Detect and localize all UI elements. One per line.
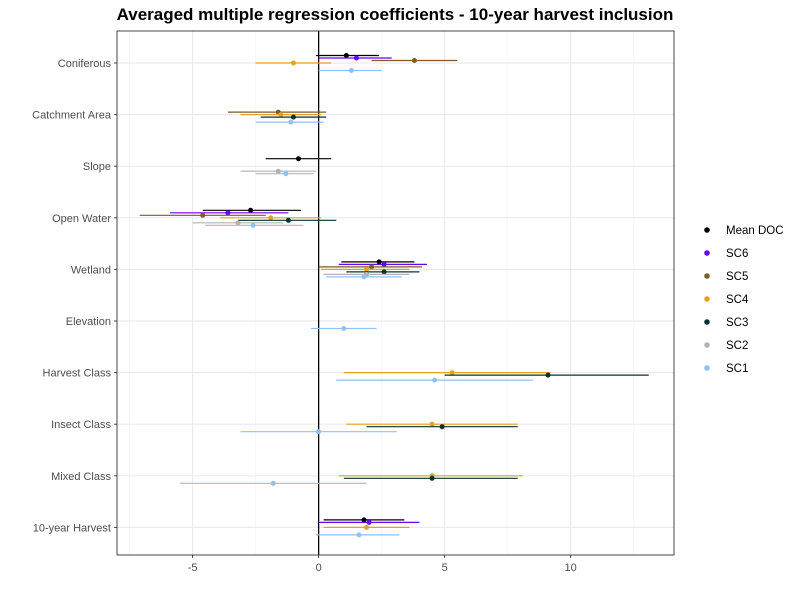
data-point: [364, 524, 370, 530]
y-tick-label: Slope: [83, 161, 111, 173]
panel-background: [117, 31, 674, 555]
data-point: [439, 424, 445, 430]
legend-key: [704, 296, 710, 302]
data-point: [361, 274, 367, 280]
legend-label: Mean DOC: [726, 225, 784, 237]
data-point: [285, 217, 291, 223]
y-tick-label: Elevation: [66, 316, 111, 328]
y-tick-label: Coniferous: [58, 58, 112, 70]
plot-area: Coniferous Catchment Area Slope Open Water W…: [32, 30, 675, 574]
data-point: [200, 212, 206, 218]
data-point: [376, 259, 382, 265]
data-point: [381, 269, 387, 275]
data-point: [381, 261, 387, 267]
data-point: [278, 112, 284, 118]
data-point: [366, 519, 372, 525]
x-tick-label: 10: [565, 562, 577, 574]
data-point: [545, 372, 551, 378]
legend-key: [704, 250, 710, 256]
data-point: [348, 68, 354, 73]
data-point: [288, 119, 294, 125]
y-tick-label: Insect Class: [51, 419, 111, 431]
data-point: [429, 421, 435, 427]
legend-key: [704, 365, 710, 371]
data-point: [356, 532, 362, 538]
data-point: [290, 60, 296, 66]
y-tick-label: Mixed Class: [51, 471, 111, 483]
y-tick-label: Harvest Class: [43, 368, 112, 380]
y-tick-label: Catchment Area: [32, 110, 112, 122]
legend-label: SC1: [726, 363, 748, 375]
data-point: [343, 53, 349, 58]
data-point: [369, 264, 375, 270]
data-point: [268, 215, 274, 221]
data-point: [250, 222, 256, 228]
legend-label: SC2: [726, 340, 748, 352]
data-point: [341, 326, 347, 331]
data-point: [353, 55, 359, 61]
chart-title: Averaged multiple regression coefficient…: [117, 5, 674, 24]
legend-key: [704, 319, 710, 325]
y-tick-label: Open Water: [52, 213, 111, 225]
x-tick-label: -5: [188, 562, 198, 574]
data-point: [429, 475, 435, 481]
legend-key: [704, 227, 710, 233]
data-point: [432, 377, 438, 383]
legend-label: SC4: [726, 294, 749, 306]
data-point: [235, 220, 241, 226]
data-point: [248, 207, 254, 213]
legend-label: SC6: [726, 248, 748, 260]
data-point: [275, 168, 281, 174]
data-point: [449, 370, 455, 376]
legend-key: [704, 342, 710, 348]
legend-label: SC3: [726, 317, 748, 329]
x-tick-label: 0: [316, 562, 322, 574]
data-point: [283, 171, 289, 177]
legend: Mean DOC SC6 SC5 SC4 SC3 SC2 SC1: [704, 225, 784, 375]
data-point: [225, 210, 231, 216]
x-tick-label: 5: [442, 562, 448, 574]
panel-border: [116, 30, 675, 556]
data-point: [361, 517, 367, 523]
y-tick-label: 10-year Harvest: [33, 522, 111, 534]
legend-key: [704, 273, 710, 279]
data-point: [364, 266, 370, 272]
data-point: [295, 156, 301, 162]
legend-label: SC5: [726, 271, 748, 283]
data-point: [316, 429, 322, 435]
y-tick-label: Wetland: [71, 264, 111, 276]
data-point: [270, 480, 276, 486]
data-point: [411, 58, 417, 63]
data-point: [290, 114, 296, 120]
